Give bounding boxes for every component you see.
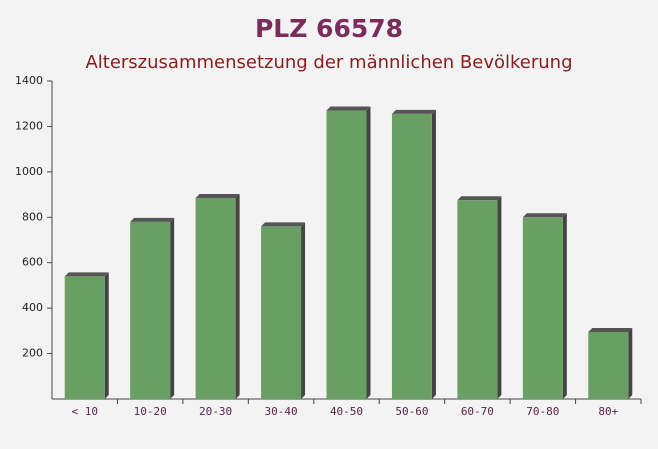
y-tick-label: 600	[22, 256, 43, 269]
x-tick-label: 70-80	[526, 405, 559, 418]
bar-side	[562, 213, 567, 399]
bar	[457, 200, 498, 399]
y-tick-label: 800	[22, 210, 43, 223]
x-tick-label: 40-50	[330, 405, 363, 418]
y-tick-label: 400	[22, 301, 43, 314]
y-tick-label: 1400	[15, 74, 43, 87]
chart-subtitle: Alterszusammensetzung der männlichen Bev…	[85, 52, 572, 73]
bar-side	[431, 109, 436, 399]
bar-top	[261, 222, 306, 227]
bar-top	[457, 196, 502, 201]
bar-top	[195, 193, 240, 198]
bar	[326, 110, 367, 400]
x-tick-label: 10-20	[134, 405, 167, 418]
bar-side	[497, 196, 502, 399]
y-tick-label: 200	[22, 347, 43, 360]
bar-side	[301, 222, 306, 399]
x-tick-label: < 10	[71, 405, 98, 418]
bar-side	[104, 272, 109, 399]
bar	[588, 331, 629, 399]
bar	[391, 113, 432, 399]
bar-top	[130, 217, 175, 222]
bar-top	[588, 327, 633, 332]
bar-side	[170, 217, 175, 399]
y-tick-label: 1200	[15, 119, 43, 132]
bar-top	[522, 213, 567, 218]
bar-top	[326, 106, 371, 111]
bar-side	[235, 193, 240, 399]
chart-title: PLZ 66578	[255, 14, 403, 43]
bar	[261, 226, 302, 399]
bar-side	[628, 327, 633, 399]
bar-top	[64, 272, 109, 277]
x-tick-label: 50-60	[395, 405, 428, 418]
bar	[195, 197, 236, 399]
x-tick-label: 30-40	[264, 405, 297, 418]
bar	[522, 217, 563, 399]
bar-side	[366, 106, 371, 400]
y-tick-label: 1000	[15, 165, 43, 178]
x-tick-label: 80+	[598, 405, 618, 418]
bar	[64, 276, 105, 399]
bar	[130, 221, 171, 399]
x-tick-label: 60-70	[461, 405, 494, 418]
x-tick-label: 20-30	[199, 405, 232, 418]
bar-top	[391, 109, 436, 114]
